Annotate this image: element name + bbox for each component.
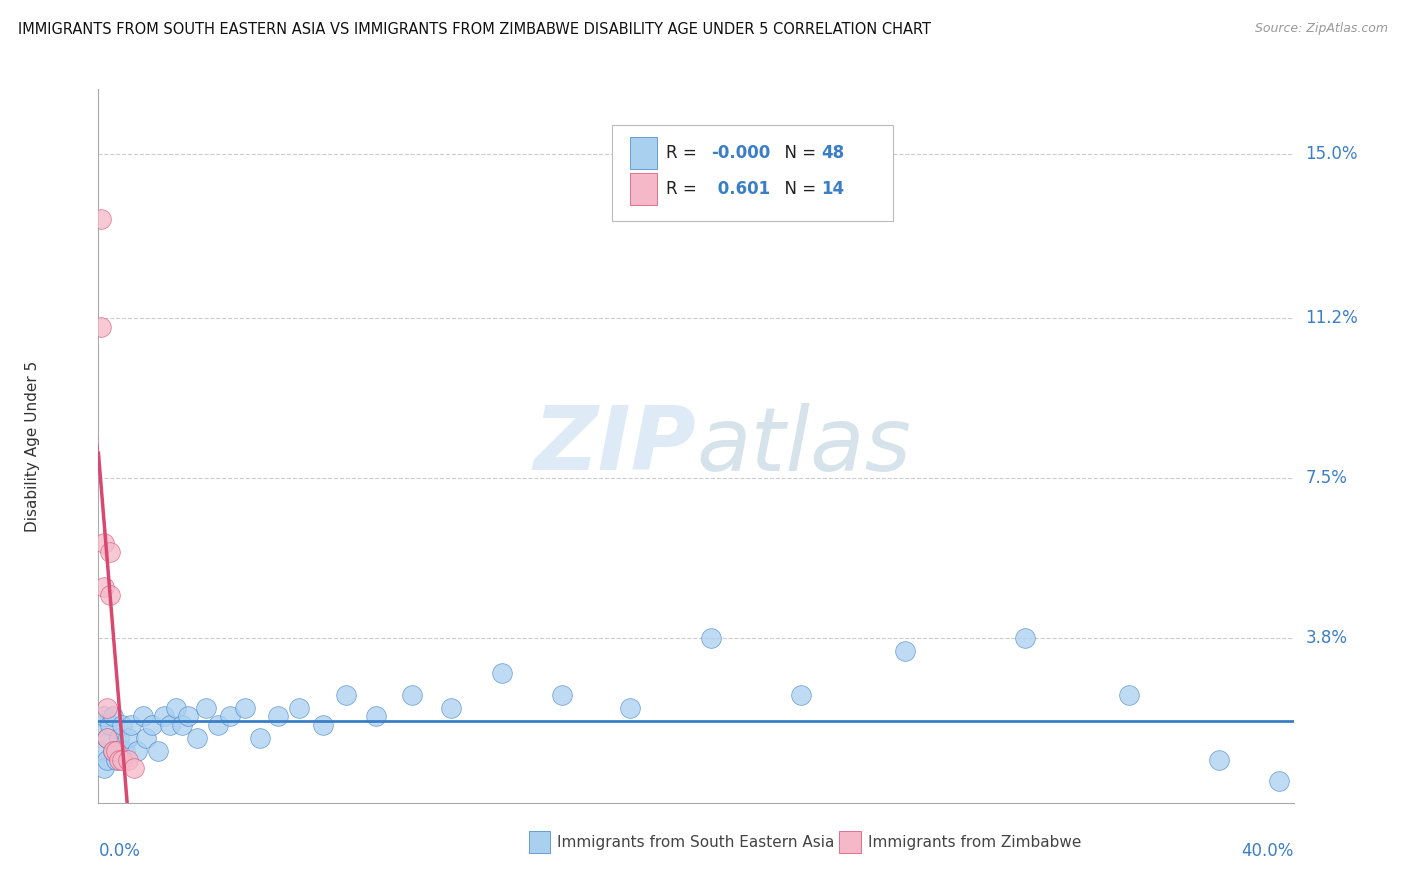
Point — [93, 761, 115, 775]
Text: 40.0%: 40.0% — [1241, 842, 1294, 860]
Text: 3.8%: 3.8% — [1306, 630, 1347, 648]
Point — [267, 709, 290, 723]
FancyBboxPatch shape — [630, 137, 657, 169]
Point — [117, 731, 139, 745]
Point — [124, 761, 146, 775]
Point — [90, 320, 112, 334]
Text: ZIP: ZIP — [533, 402, 696, 490]
Point — [117, 753, 139, 767]
Point — [132, 709, 155, 723]
Text: Immigrants from South Eastern Asia: Immigrants from South Eastern Asia — [557, 835, 835, 849]
Point — [127, 744, 149, 758]
FancyBboxPatch shape — [630, 173, 657, 205]
Point — [108, 753, 131, 767]
Point — [186, 731, 208, 745]
Point — [96, 700, 118, 714]
Text: Source: ZipAtlas.com: Source: ZipAtlas.com — [1254, 22, 1388, 36]
Point — [111, 718, 134, 732]
Text: -0.000: -0.000 — [711, 145, 770, 162]
Point — [789, 688, 811, 702]
FancyBboxPatch shape — [529, 831, 550, 853]
Point — [96, 731, 118, 745]
Text: Disability Age Under 5: Disability Age Under 5 — [25, 360, 41, 532]
Point — [103, 709, 125, 723]
Point — [233, 700, 256, 714]
Text: 14: 14 — [821, 180, 845, 198]
Point — [491, 666, 513, 681]
Point — [335, 688, 357, 702]
Point — [619, 700, 641, 714]
Point — [108, 731, 131, 745]
Point — [1014, 632, 1036, 646]
Point — [98, 718, 122, 732]
Point — [177, 709, 200, 723]
Point — [700, 632, 723, 646]
Point — [1118, 688, 1140, 702]
Point — [96, 753, 118, 767]
Point — [103, 744, 125, 758]
Point — [93, 580, 115, 594]
Point — [207, 718, 229, 732]
Text: 0.601: 0.601 — [711, 180, 769, 198]
Point — [90, 211, 112, 226]
FancyBboxPatch shape — [839, 831, 860, 853]
Text: 48: 48 — [821, 145, 845, 162]
Point — [165, 700, 187, 714]
Point — [90, 718, 112, 732]
Text: R =: R = — [666, 145, 702, 162]
Text: Immigrants from Zimbabwe: Immigrants from Zimbabwe — [868, 835, 1081, 849]
Point — [105, 753, 128, 767]
Point — [148, 744, 170, 758]
FancyBboxPatch shape — [613, 125, 893, 221]
Text: N =: N = — [773, 180, 821, 198]
Point — [93, 709, 115, 723]
Point — [1208, 753, 1230, 767]
Text: 7.5%: 7.5% — [1306, 469, 1347, 487]
Point — [105, 744, 128, 758]
Text: 11.2%: 11.2% — [1306, 310, 1358, 327]
Text: IMMIGRANTS FROM SOUTH EASTERN ASIA VS IMMIGRANTS FROM ZIMBABWE DISABILITY AGE UN: IMMIGRANTS FROM SOUTH EASTERN ASIA VS IM… — [18, 22, 931, 37]
Point — [96, 731, 118, 745]
Point — [141, 718, 163, 732]
Point — [366, 709, 388, 723]
Point — [98, 588, 122, 602]
Point — [114, 744, 136, 758]
Point — [172, 718, 194, 732]
Point — [311, 718, 333, 732]
Point — [249, 731, 271, 745]
Point — [287, 700, 309, 714]
Point — [159, 718, 181, 732]
Point — [111, 753, 134, 767]
Point — [135, 731, 157, 745]
Point — [401, 688, 423, 702]
Point — [120, 718, 142, 732]
Point — [90, 744, 112, 758]
Point — [550, 688, 572, 702]
Text: atlas: atlas — [696, 403, 911, 489]
Text: 15.0%: 15.0% — [1306, 145, 1358, 163]
Point — [219, 709, 242, 723]
Point — [894, 644, 917, 658]
Point — [98, 545, 122, 559]
Text: R =: R = — [666, 180, 702, 198]
Point — [103, 744, 125, 758]
Point — [153, 709, 176, 723]
Point — [440, 700, 463, 714]
Text: N =: N = — [773, 145, 821, 162]
Point — [195, 700, 218, 714]
Point — [1267, 774, 1289, 789]
Text: 0.0%: 0.0% — [98, 842, 141, 860]
Point — [93, 536, 115, 550]
